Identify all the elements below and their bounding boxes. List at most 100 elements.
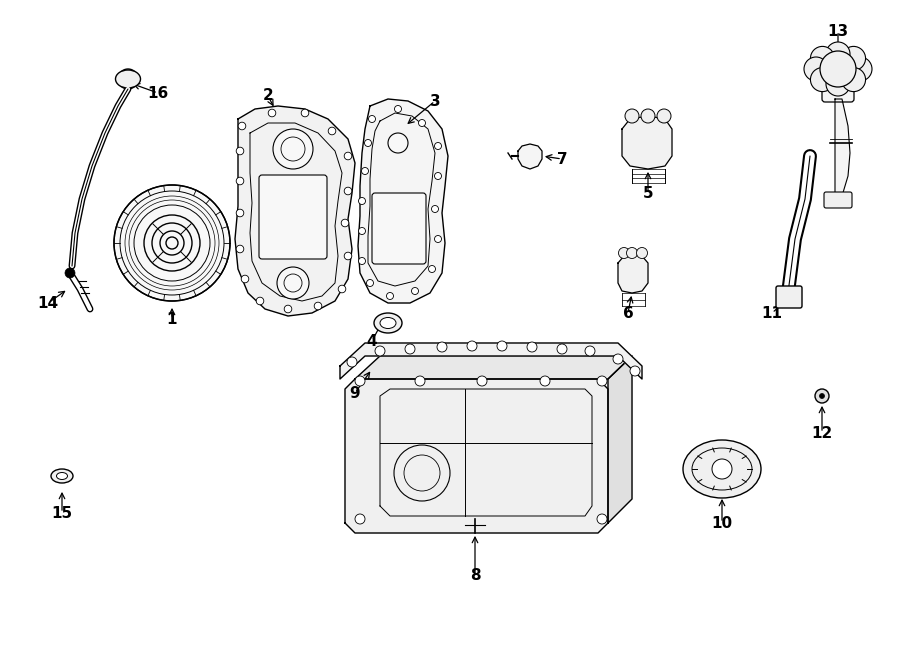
Circle shape bbox=[366, 280, 373, 286]
Circle shape bbox=[418, 120, 426, 126]
Circle shape bbox=[815, 389, 829, 403]
Circle shape bbox=[344, 187, 352, 195]
Text: 1: 1 bbox=[166, 311, 177, 327]
FancyBboxPatch shape bbox=[372, 193, 426, 264]
Polygon shape bbox=[345, 379, 608, 533]
Circle shape bbox=[236, 147, 244, 155]
Circle shape bbox=[625, 109, 639, 123]
Circle shape bbox=[585, 346, 595, 356]
Polygon shape bbox=[235, 106, 355, 316]
Circle shape bbox=[355, 514, 365, 524]
Circle shape bbox=[842, 67, 866, 92]
Text: 16: 16 bbox=[148, 85, 168, 100]
Polygon shape bbox=[618, 253, 648, 293]
Circle shape bbox=[341, 219, 349, 227]
Ellipse shape bbox=[57, 473, 68, 479]
Polygon shape bbox=[835, 99, 850, 196]
Text: 6: 6 bbox=[623, 305, 634, 321]
Text: 2: 2 bbox=[263, 89, 274, 104]
Ellipse shape bbox=[380, 317, 396, 329]
Circle shape bbox=[618, 247, 629, 258]
Polygon shape bbox=[518, 144, 542, 169]
Text: 3: 3 bbox=[429, 93, 440, 108]
Circle shape bbox=[842, 46, 866, 70]
Circle shape bbox=[712, 459, 732, 479]
Polygon shape bbox=[358, 99, 448, 303]
Circle shape bbox=[630, 366, 640, 376]
Circle shape bbox=[497, 341, 507, 351]
Circle shape bbox=[362, 167, 368, 175]
Circle shape bbox=[344, 152, 352, 160]
Circle shape bbox=[435, 143, 442, 149]
Circle shape bbox=[273, 129, 313, 169]
Circle shape bbox=[527, 342, 537, 352]
Text: 10: 10 bbox=[711, 516, 733, 531]
Circle shape bbox=[435, 235, 442, 243]
FancyBboxPatch shape bbox=[776, 286, 802, 308]
Circle shape bbox=[314, 302, 322, 310]
Circle shape bbox=[358, 227, 365, 235]
Text: 9: 9 bbox=[350, 385, 360, 401]
FancyBboxPatch shape bbox=[259, 175, 327, 259]
Circle shape bbox=[277, 267, 309, 299]
Circle shape bbox=[540, 376, 550, 386]
Circle shape bbox=[347, 357, 357, 367]
Circle shape bbox=[411, 288, 418, 295]
Text: 5: 5 bbox=[643, 186, 653, 200]
Circle shape bbox=[355, 376, 365, 386]
Circle shape bbox=[428, 266, 436, 272]
Circle shape bbox=[302, 109, 309, 117]
Circle shape bbox=[405, 344, 415, 354]
Circle shape bbox=[477, 376, 487, 386]
Circle shape bbox=[114, 185, 230, 301]
Circle shape bbox=[328, 127, 336, 135]
Polygon shape bbox=[340, 343, 642, 379]
Circle shape bbox=[386, 293, 393, 299]
Circle shape bbox=[388, 133, 408, 153]
Text: 4: 4 bbox=[366, 334, 377, 348]
Circle shape bbox=[236, 209, 244, 217]
Circle shape bbox=[236, 177, 244, 185]
Text: 13: 13 bbox=[827, 24, 849, 38]
Text: 11: 11 bbox=[761, 305, 782, 321]
Text: 14: 14 bbox=[38, 295, 58, 311]
Circle shape bbox=[358, 198, 365, 204]
Circle shape bbox=[467, 341, 477, 351]
Circle shape bbox=[415, 376, 425, 386]
FancyBboxPatch shape bbox=[824, 192, 852, 208]
Circle shape bbox=[364, 139, 372, 147]
Circle shape bbox=[597, 376, 607, 386]
Circle shape bbox=[344, 253, 352, 260]
Circle shape bbox=[826, 42, 850, 66]
Circle shape bbox=[65, 268, 75, 278]
Circle shape bbox=[338, 285, 346, 293]
FancyBboxPatch shape bbox=[822, 66, 854, 102]
Polygon shape bbox=[622, 116, 672, 169]
Circle shape bbox=[394, 106, 401, 112]
Ellipse shape bbox=[115, 70, 140, 88]
Ellipse shape bbox=[683, 440, 761, 498]
Text: 7: 7 bbox=[557, 151, 567, 167]
Circle shape bbox=[810, 46, 834, 70]
Circle shape bbox=[431, 206, 438, 212]
Circle shape bbox=[435, 173, 442, 180]
Circle shape bbox=[613, 354, 623, 364]
Circle shape bbox=[804, 57, 828, 81]
Circle shape bbox=[636, 247, 647, 258]
Circle shape bbox=[284, 305, 292, 313]
Circle shape bbox=[848, 57, 872, 81]
Circle shape bbox=[238, 122, 246, 130]
Text: 12: 12 bbox=[812, 426, 833, 440]
Circle shape bbox=[626, 247, 637, 258]
Circle shape bbox=[256, 297, 264, 305]
Circle shape bbox=[236, 245, 244, 253]
Circle shape bbox=[820, 51, 856, 87]
Circle shape bbox=[820, 393, 824, 399]
Polygon shape bbox=[355, 356, 632, 379]
Circle shape bbox=[657, 109, 671, 123]
Circle shape bbox=[375, 346, 385, 356]
Circle shape bbox=[118, 69, 138, 89]
Circle shape bbox=[358, 258, 365, 264]
Circle shape bbox=[368, 116, 375, 122]
Ellipse shape bbox=[51, 469, 73, 483]
